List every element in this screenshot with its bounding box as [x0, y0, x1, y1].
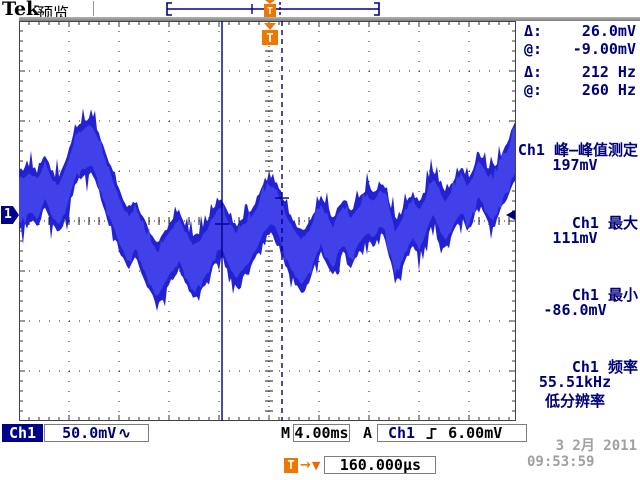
timebase-label: M	[281, 424, 291, 442]
trigger-channel: Ch1	[388, 424, 416, 442]
meas4-value: 55.51kHz	[538, 373, 612, 391]
header-divider	[93, 1, 94, 16]
record-trigger-t-label: T	[267, 6, 273, 17]
graticule-plot: T	[19, 21, 516, 421]
time-text: 09:53:59	[527, 454, 595, 470]
tek-logo: Tek	[2, 0, 40, 20]
rising-edge-icon	[426, 427, 437, 439]
cursor-delta-frequency-row: Δ: 212 Hz	[524, 63, 636, 82]
delay-value-box: 160.000µs	[324, 456, 437, 474]
meas3-value: -86.0mV	[543, 301, 607, 319]
trigger-position-t-label: T	[266, 31, 273, 45]
record-trigger-t-badge	[264, 4, 276, 17]
trigger-level-arrow-icon	[506, 210, 515, 220]
trigger-level-value: 6.00mV	[448, 424, 503, 442]
meas1-value: 197mV	[552, 156, 598, 174]
meas4-title: Ch1 频率	[571, 358, 638, 376]
delta-icon: Δ:	[524, 22, 543, 40]
delta-icon: Δ:	[524, 63, 543, 81]
cursor-delta-frequency: 212 Hz	[581, 63, 636, 81]
ac-coupling-icon: ∿	[118, 424, 131, 442]
ch1-ground-marker: 1	[1, 206, 19, 224]
meas3-title: Ch1 最小	[571, 286, 638, 304]
at-icon: @:	[524, 81, 543, 99]
ch1-ground-marker-label: 1	[4, 207, 12, 222]
down-triangle-icon: ▼	[311, 458, 321, 472]
cursor-delta-voltage: 26.0mV	[581, 22, 636, 40]
meas4-note: 低分辨率	[544, 392, 605, 410]
meas1-title: Ch1 峰—峰值测定	[517, 141, 638, 159]
record-bar-right-bracket	[374, 2, 380, 16]
cursor-at-voltage-row: @: -9.00mV	[524, 40, 636, 59]
cursor-at-frequency-row: @: 260 Hz	[524, 81, 636, 100]
right-arrow-icon: →	[300, 457, 311, 473]
cursor-at-frequency: 260 Hz	[581, 81, 636, 99]
trigger-source-label: A	[363, 424, 373, 442]
delay-t-badge: T	[284, 457, 298, 473]
cursor-delta-voltage-row: Δ: 26.0mV	[524, 22, 636, 41]
trigger-position-t-badge	[262, 30, 278, 45]
ch1-scale-readout: 50.0mV ∿	[44, 424, 149, 442]
ch1-channel-badge: Ch1	[2, 424, 43, 442]
trigger-position-arrow-icon	[264, 23, 276, 30]
delay-readout-group: T → ▼ 160.000µs	[284, 456, 437, 474]
meas2-value: 111mV	[552, 229, 598, 247]
record-view-bar: T	[166, 0, 380, 17]
record-trigger-arrow-icon	[265, 0, 275, 4]
date-text: 3 2月 2011	[555, 438, 637, 454]
meas2-title: Ch1 最大	[571, 214, 638, 232]
trigger-readout: Ch1 6.00mV	[377, 424, 527, 442]
timebase-readout: 4.00ms	[293, 424, 350, 442]
at-icon: @:	[524, 40, 543, 58]
cursor-at-voltage: -9.00mV	[572, 40, 636, 58]
header-shadow-bar	[19, 17, 640, 21]
ch1-scale-value: 50.0mV	[62, 424, 117, 442]
